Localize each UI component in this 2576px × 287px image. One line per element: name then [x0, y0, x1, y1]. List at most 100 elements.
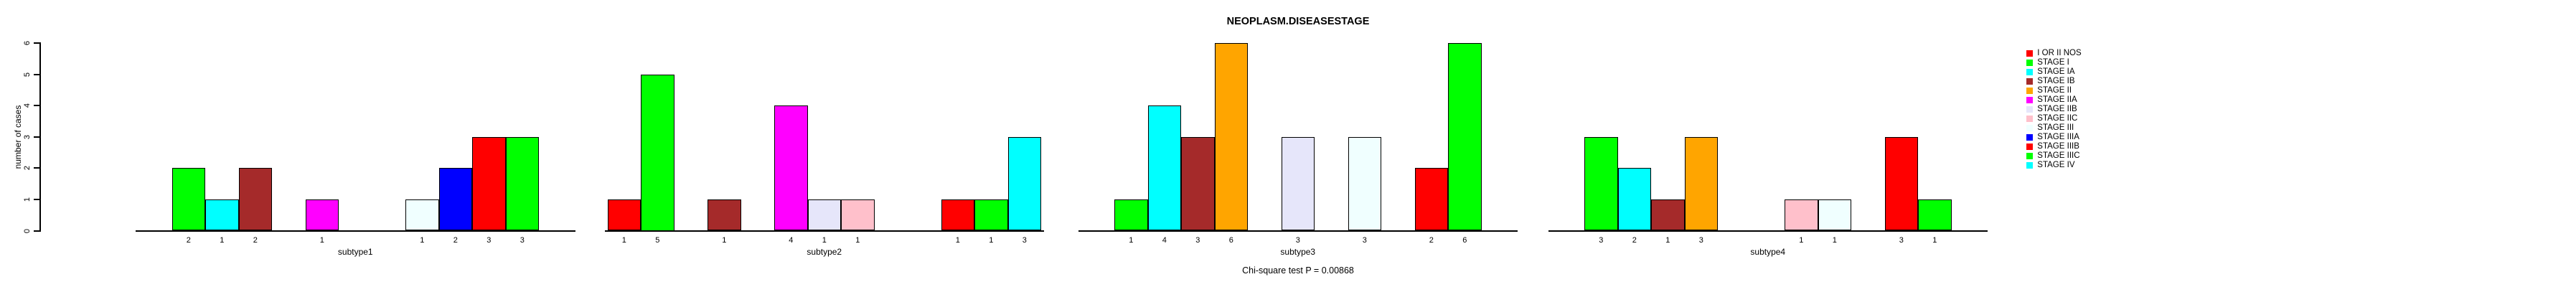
bar-value-label: 3	[1698, 236, 1703, 245]
bar-value-label: 3	[520, 236, 525, 245]
legend: I OR II NOS STAGE I STAGE IA STAGE IB STAGE …	[2026, 49, 2082, 170]
bar-value-label: 1	[621, 236, 626, 245]
x-axis-baseline	[1078, 230, 1518, 232]
bar-value-label: 2	[1632, 236, 1637, 245]
legend-item-label: I OR II NOS	[2037, 49, 2082, 57]
bar-subtype1-stage-iiib	[472, 136, 506, 231]
y-tick-label: 1	[23, 197, 32, 202]
bar-subtype1-stage-iii	[405, 199, 439, 231]
legend-color-swatch	[2026, 161, 2034, 169]
bar-subtype2-stage-iib	[807, 199, 841, 231]
bar-subtype1-stage-ia	[205, 199, 239, 231]
bar-value-label: 1	[822, 236, 827, 245]
y-tick-label: 0	[23, 228, 32, 233]
bar-subtype4-stage-iii	[1818, 199, 1851, 231]
bar-subtype1-stage-iiic	[505, 136, 539, 231]
chart-title: NEOPLASM.DISEASESTAGE	[1226, 16, 1370, 27]
y-tick-label: 6	[23, 40, 32, 45]
legend-item-label: STAGE IB	[2037, 77, 2075, 85]
bar-value-label: 3	[1362, 236, 1367, 245]
legend-color-swatch	[2026, 50, 2034, 57]
bar-value-label: 2	[186, 236, 191, 245]
legend-item-label: STAGE II	[2037, 86, 2072, 95]
legend-item-label: STAGE I	[2037, 58, 2069, 67]
y-tick-mark	[34, 105, 41, 107]
legend-item-label: STAGE IIB	[2037, 105, 2077, 113]
legend-item-label: STAGE IIIC	[2037, 151, 2080, 160]
bar-value-label: 4	[1162, 236, 1167, 245]
bar-subtype4-stage-i	[1584, 136, 1618, 231]
bar-value-label: 4	[789, 236, 794, 245]
bar-subtype2-stage-ib	[708, 199, 741, 231]
legend-color-swatch	[2026, 133, 2034, 141]
bar-value-label: 1	[220, 236, 225, 245]
bar-value-label: 2	[1429, 236, 1434, 245]
group-label-subtype4: subtype4	[1750, 247, 1786, 257]
bar-value-label: 3	[486, 236, 492, 245]
legend-item-label: STAGE IIC	[2037, 114, 2078, 123]
group-label-subtype3: subtype3	[1280, 247, 1316, 257]
bar-value-label: 3	[1195, 236, 1200, 245]
legend-item-label: STAGE III	[2037, 123, 2074, 132]
bar-value-label: 1	[1832, 236, 1837, 245]
bar-subtype3-stage-ia	[1147, 105, 1181, 231]
legend-item-label: STAGE IIIB	[2037, 142, 2079, 151]
bar-value-label: 2	[253, 236, 258, 245]
bar-subtype4-stage-ii	[1684, 136, 1718, 231]
bar-value-label: 1	[1932, 236, 1937, 245]
y-tick-mark	[34, 167, 41, 169]
group-label-subtype2: subtype2	[807, 247, 842, 257]
bar-subtype3-stage-iiic	[1448, 42, 1482, 231]
bar-subtype3-stage-ib	[1181, 136, 1215, 231]
x-axis-baseline	[604, 230, 1044, 232]
y-tick-label: 5	[23, 72, 32, 77]
legend-item-stage-iib: STAGE IIB	[2026, 105, 2082, 114]
bar-subtype2-stage-iv	[1007, 136, 1041, 231]
bar-subtype2-stage-iiib	[941, 199, 974, 231]
y-tick-mark	[34, 42, 41, 44]
bar-value-label: 3	[1599, 236, 1604, 245]
bar-value-label: 1	[989, 236, 994, 245]
x-axis-baseline	[136, 230, 575, 232]
bar-subtype3-stage-iii	[1348, 136, 1381, 231]
legend-item-stage-iii: STAGE III	[2026, 123, 2082, 133]
bar-value-label: 1	[955, 236, 960, 245]
bar-subtype1-stage-ib	[238, 168, 272, 231]
bar-subtype4-stage-ia	[1617, 168, 1651, 231]
y-tick-label: 4	[23, 103, 32, 108]
legend-color-swatch	[2026, 124, 2034, 132]
bar-subtype3-stage-iib	[1281, 136, 1315, 231]
bar-subtype2-stage-i	[641, 74, 674, 231]
legend-item-label: STAGE IA	[2037, 67, 2075, 76]
bar-value-label: 6	[1462, 236, 1467, 245]
bar-value-label: 6	[1228, 236, 1233, 245]
bar-subtype1-stage-iiia	[438, 168, 472, 231]
bar-subtype2-stage-iiic	[974, 199, 1008, 231]
bar-subtype3-stage-ii	[1214, 42, 1248, 231]
y-tick-label: 2	[23, 166, 32, 171]
y-tick-mark	[34, 198, 41, 200]
bar-value-label: 3	[1899, 236, 1904, 245]
bar-subtype4-stage-iiic	[1918, 199, 1952, 231]
legend-item-stage-ii: STAGE II	[2026, 86, 2082, 95]
bar-value-label: 1	[1665, 236, 1670, 245]
bar-value-label: 3	[1295, 236, 1300, 245]
legend-color-swatch	[2026, 87, 2034, 95]
legend-item-stage-ia: STAGE IA	[2026, 67, 2082, 77]
y-tick-label: 3	[23, 134, 32, 139]
bar-subtype3-stage-iiib	[1414, 168, 1448, 231]
legend-color-swatch	[2026, 77, 2034, 85]
legend-item-stage-i: STAGE I	[2026, 58, 2082, 67]
y-tick-mark	[34, 230, 41, 232]
legend-item-label: STAGE IIIA	[2037, 133, 2079, 141]
bar-value-label: 1	[855, 236, 860, 245]
legend-color-swatch	[2026, 152, 2034, 160]
legend-item-stage-iia: STAGE IIA	[2026, 95, 2082, 105]
legend-color-swatch	[2026, 105, 2034, 113]
bar-value-label: 1	[722, 236, 727, 245]
y-tick-mark	[34, 136, 41, 138]
bar-subtype3-stage-i	[1114, 199, 1148, 231]
legend-color-swatch	[2026, 96, 2034, 104]
legend-item-stage-iv: STAGE IV	[2026, 161, 2082, 170]
